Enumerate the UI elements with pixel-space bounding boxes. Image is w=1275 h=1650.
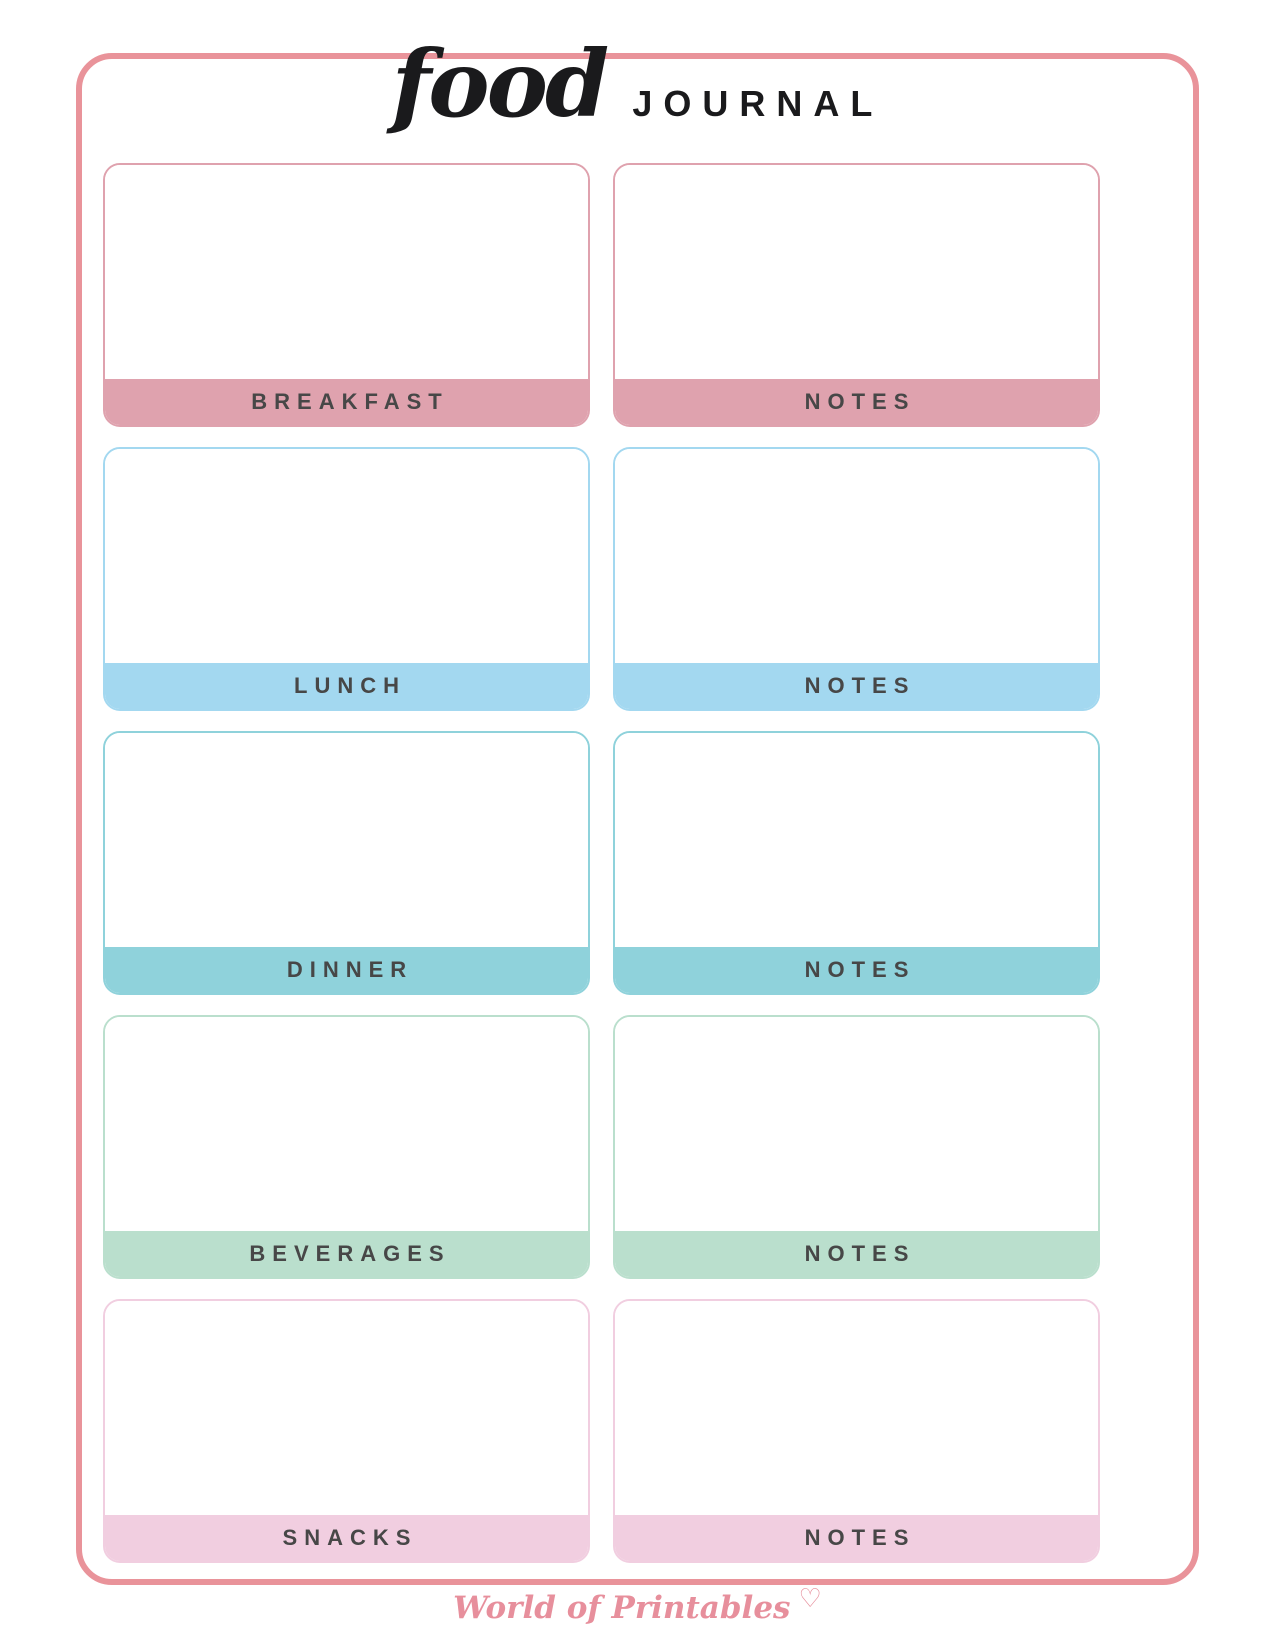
meal-label-bar: LUNCH xyxy=(105,663,588,709)
heart-icon: ♡ xyxy=(798,1583,822,1613)
notes-label-bar: NOTES xyxy=(615,1515,1098,1561)
notes-entry-box: NOTES xyxy=(613,163,1100,427)
notes-label-bar: NOTES xyxy=(615,663,1098,709)
meal-label-bar: BEVERAGES xyxy=(105,1231,588,1277)
notes-label: NOTES xyxy=(804,673,916,698)
journal-grid: BREAKFAST NOTES LUNCH NOTES DINNER xyxy=(103,163,1100,1563)
notes-write-area xyxy=(615,733,1098,947)
meal-label: DINNER xyxy=(286,957,414,982)
meal-write-area xyxy=(105,165,588,379)
notes-write-area xyxy=(615,1301,1098,1515)
meal-write-area xyxy=(105,1017,588,1231)
notes-label-bar: NOTES xyxy=(615,1231,1098,1277)
meal-write-area xyxy=(105,733,588,947)
meal-write-area xyxy=(105,1301,588,1515)
meal-label-bar: BREAKFAST xyxy=(105,379,588,425)
meal-entry-box: BREAKFAST xyxy=(103,163,590,427)
meal-entry-box: BEVERAGES xyxy=(103,1015,590,1279)
footer-brand-text: World of Printables xyxy=(453,1590,791,1626)
page-title: food JOURNAL xyxy=(0,38,1275,130)
meal-label: SNACKS xyxy=(282,1525,418,1550)
notes-label: NOTES xyxy=(804,1241,916,1266)
meal-label-bar: DINNER xyxy=(105,947,588,993)
meal-label: LUNCH xyxy=(294,673,406,698)
meal-label: BREAKFAST xyxy=(251,389,449,414)
title-journal-word: JOURNAL xyxy=(632,83,884,124)
notes-write-area xyxy=(615,449,1098,663)
notes-label-bar: NOTES xyxy=(615,379,1098,425)
notes-write-area xyxy=(615,1017,1098,1231)
meal-label: BEVERAGES xyxy=(249,1241,451,1266)
notes-entry-box: NOTES xyxy=(613,731,1100,995)
notes-label: NOTES xyxy=(804,389,916,414)
title-script-word: food xyxy=(391,30,610,138)
meal-entry-box: DINNER xyxy=(103,731,590,995)
meal-write-area xyxy=(105,449,588,663)
meal-entry-box: SNACKS xyxy=(103,1299,590,1563)
meal-entry-box: LUNCH xyxy=(103,447,590,711)
notes-entry-box: NOTES xyxy=(613,1015,1100,1279)
meal-label-bar: SNACKS xyxy=(105,1515,588,1561)
notes-label-bar: NOTES xyxy=(615,947,1098,993)
notes-entry-box: NOTES xyxy=(613,447,1100,711)
notes-entry-box: NOTES xyxy=(613,1299,1100,1563)
footer-brand: World of Printables ♡ xyxy=(0,1585,1275,1626)
page-border-frame xyxy=(76,53,1199,1585)
notes-label: NOTES xyxy=(804,957,916,982)
notes-label: NOTES xyxy=(804,1525,916,1550)
notes-write-area xyxy=(615,165,1098,379)
